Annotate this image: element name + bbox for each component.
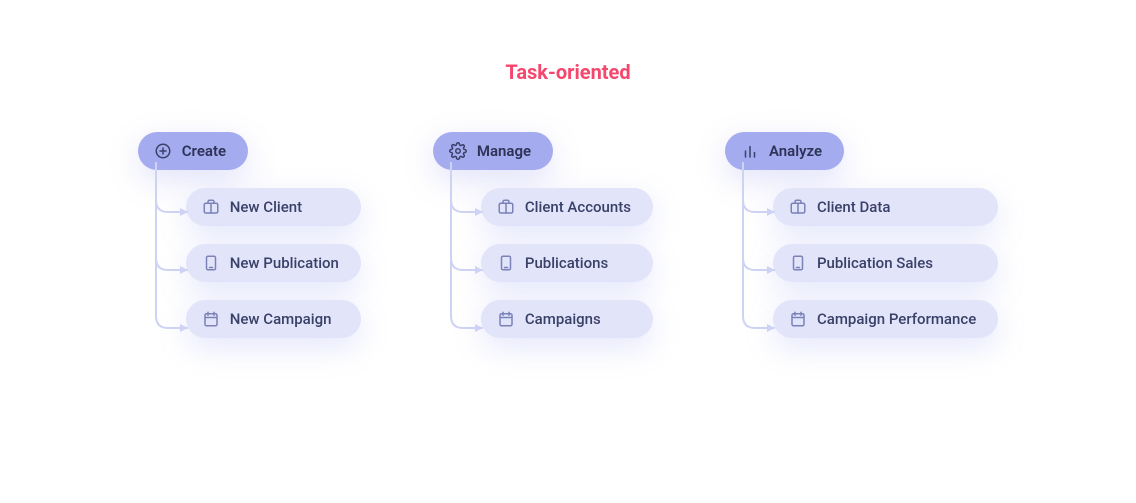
child-label: New Publication — [230, 254, 339, 272]
plus-circle-icon — [154, 142, 172, 160]
document-icon — [202, 254, 220, 272]
diagram-columns: Create New Client New Publication — [138, 132, 998, 338]
parent-label: Create — [182, 142, 226, 160]
children-create: New Client New Publication New Campaign — [138, 188, 361, 338]
child-campaign-performance[interactable]: Campaign Performance — [773, 300, 998, 338]
child-label: New Client — [230, 198, 302, 216]
child-label: Campaigns — [525, 310, 601, 328]
child-client-accounts[interactable]: Client Accounts — [481, 188, 653, 226]
diagram-title: Task-oriented — [505, 60, 630, 84]
child-new-campaign[interactable]: New Campaign — [186, 300, 361, 338]
document-icon — [497, 254, 515, 272]
child-publications[interactable]: Publications — [481, 244, 653, 282]
diagram-canvas: Task-oriented Create — [0, 0, 1136, 503]
calendar-icon — [497, 310, 515, 328]
child-label: Client Accounts — [525, 198, 631, 216]
parent-manage[interactable]: Manage — [433, 132, 553, 170]
briefcase-icon — [202, 198, 220, 216]
gear-icon — [449, 142, 467, 160]
child-client-data[interactable]: Client Data — [773, 188, 998, 226]
child-label: New Campaign — [230, 310, 332, 328]
child-new-publication[interactable]: New Publication — [186, 244, 361, 282]
briefcase-icon — [497, 198, 515, 216]
child-label: Campaign Performance — [817, 310, 976, 328]
children-analyze: Client Data Publication Sales Campaign P… — [725, 188, 998, 338]
child-campaigns[interactable]: Campaigns — [481, 300, 653, 338]
column-analyze: Analyze Client Data Publication Sales — [725, 132, 998, 338]
column-manage: Manage Client Accounts Publications — [433, 132, 653, 338]
parent-create[interactable]: Create — [138, 132, 248, 170]
calendar-icon — [789, 310, 807, 328]
children-manage: Client Accounts Publications Campaigns — [433, 188, 653, 338]
child-publication-sales[interactable]: Publication Sales — [773, 244, 998, 282]
bar-chart-icon — [741, 142, 759, 160]
briefcase-icon — [789, 198, 807, 216]
parent-analyze[interactable]: Analyze — [725, 132, 844, 170]
document-icon — [789, 254, 807, 272]
child-label: Publication Sales — [817, 254, 933, 272]
parent-label: Analyze — [769, 142, 822, 160]
child-label: Client Data — [817, 198, 891, 216]
child-label: Publications — [525, 254, 608, 272]
child-new-client[interactable]: New Client — [186, 188, 361, 226]
parent-label: Manage — [477, 142, 531, 160]
column-create: Create New Client New Publication — [138, 132, 361, 338]
calendar-icon — [202, 310, 220, 328]
